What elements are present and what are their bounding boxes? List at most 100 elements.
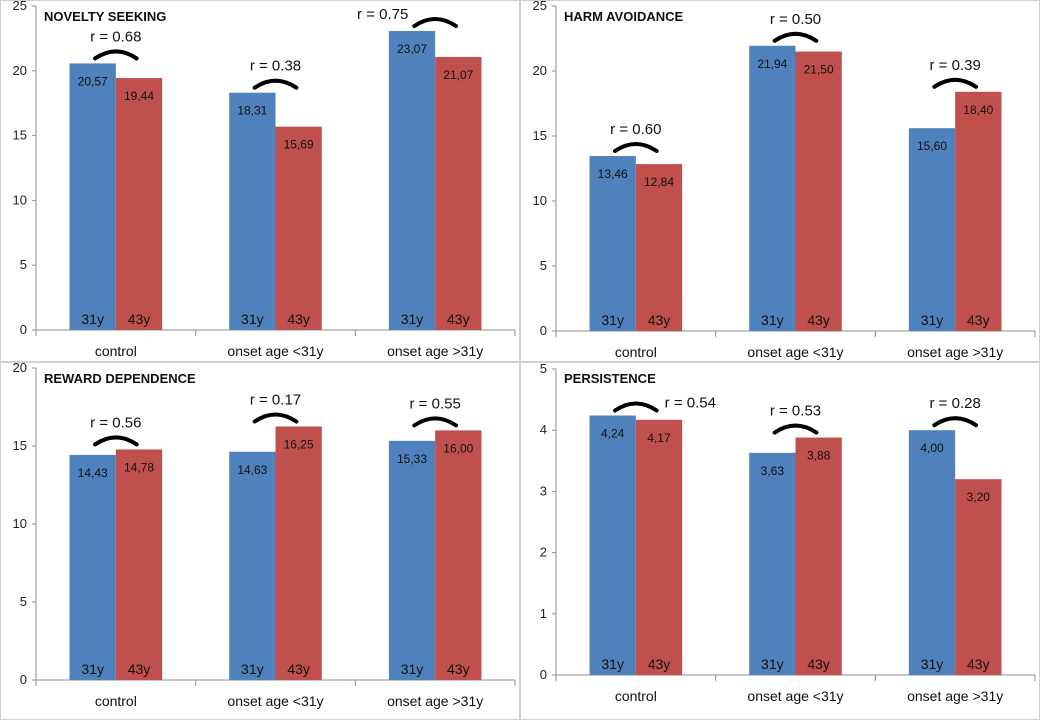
bar-43y-onset-age-31y: [435, 430, 482, 680]
y-tick-label: 4: [540, 422, 547, 437]
data-label: 20,57: [78, 74, 108, 88]
data-label: 16,25: [284, 438, 314, 452]
series-label-43y: 43y: [648, 312, 671, 328]
series-label-31y: 31y: [241, 661, 264, 677]
bar-43y-control: [115, 449, 163, 680]
bar-31y-onset-age-31y: [229, 92, 276, 331]
y-tick-label: 10: [13, 192, 27, 207]
correlation-bracket: [252, 412, 299, 424]
bar-43y-control: [635, 164, 683, 331]
x-category-label: control: [615, 688, 657, 704]
bar-43y-control: [635, 419, 683, 675]
x-category-label: onset age <31y: [227, 693, 323, 709]
bar-31y-onset-age-31y: [908, 128, 956, 331]
series-label-31y: 31y: [921, 656, 944, 672]
correlation-bracket: [772, 31, 819, 43]
correlation-bracket: [92, 435, 139, 447]
bar-43y-onset-age-31y: [795, 51, 842, 331]
y-tick-label: 0: [540, 667, 547, 682]
y-tick-label: 1: [540, 606, 547, 621]
correlation-label: r = 0.28: [930, 395, 981, 412]
data-label: 15,60: [917, 139, 947, 153]
correlation-label: r = 0.39: [930, 57, 981, 74]
data-label: 15,33: [397, 452, 427, 466]
data-label: 3,63: [761, 464, 785, 478]
data-label: 14,43: [78, 466, 108, 480]
bar-31y-onset-age-31y: [749, 452, 796, 675]
correlation-label: r = 0.53: [770, 403, 821, 420]
series-label-43y: 43y: [807, 312, 830, 328]
correlation-label: r = 0.17: [250, 392, 301, 409]
series-label-43y: 43y: [967, 312, 990, 328]
correlation-bracket: [612, 401, 659, 413]
x-category-label: onset age >31y: [387, 343, 483, 359]
bar-43y-onset-age-31y: [795, 437, 842, 675]
bar-31y-onset-age-31y: [388, 31, 436, 331]
data-label: 19,44: [124, 89, 154, 103]
y-tick-label: 25: [533, 0, 547, 13]
series-label-43y: 43y: [447, 311, 470, 327]
y-tick-label: 20: [13, 362, 27, 375]
data-label: 15,69: [284, 138, 314, 152]
bar-31y-onset-age-31y: [388, 440, 436, 680]
y-tick-label: 10: [13, 516, 27, 531]
y-tick-label: 15: [533, 128, 547, 143]
y-tick-label: 0: [20, 672, 27, 687]
series-label-31y: 31y: [921, 312, 944, 328]
reward-dependence-chart: 0 5 10 15 20 REWARD DEPENDENCE 14,43 31y 14,78 43…: [0, 362, 520, 720]
bar-31y-control: [69, 63, 116, 330]
data-label: 4,24: [601, 427, 625, 441]
chart-title: HARM AVOIDANCE: [564, 9, 683, 24]
data-label: 16,00: [443, 441, 473, 455]
data-label: 4,17: [647, 431, 671, 445]
correlation-bracket: [252, 78, 299, 90]
bar-31y-onset-age-31y: [908, 430, 956, 675]
novelty-seeking-chart: 0 5 10 15 20 25 NOVELTY SEEKING 20,57 31y 19,44 43…: [0, 0, 520, 362]
correlation-bracket: [772, 423, 819, 435]
x-category-label: control: [95, 693, 137, 709]
data-label: 23,07: [397, 42, 427, 56]
y-tick-label: 5: [540, 258, 547, 273]
y-tick-label: 15: [13, 438, 27, 453]
harm-avoidance-chart: 0 5 10 15 20 25 HARM AVOIDANCE 13,46 31y 12,84 43y…: [520, 0, 1040, 362]
data-label: 18,40: [963, 103, 993, 117]
bar-31y-control: [69, 454, 116, 680]
bar-43y-onset-age-31y: [435, 56, 482, 330]
x-category-label: onset age <31y: [227, 343, 323, 359]
bar-43y-onset-age-31y: [275, 126, 322, 331]
correlation-label: r = 0.60: [610, 121, 661, 138]
correlation-label: r = 0.50: [770, 11, 821, 28]
series-label-43y: 43y: [287, 661, 310, 677]
y-tick-label: 2: [540, 545, 547, 560]
chart-title: NOVELTY SEEKING: [44, 9, 166, 24]
x-category-label: control: [615, 344, 657, 360]
series-label-31y: 31y: [401, 661, 424, 677]
correlation-bracket: [612, 142, 659, 154]
series-label-43y: 43y: [447, 661, 470, 677]
x-category-label: onset age >31y: [907, 688, 1003, 704]
bar-31y-control: [589, 415, 636, 675]
bar-31y-onset-age-31y: [749, 45, 796, 331]
y-tick-label: 3: [540, 483, 547, 498]
correlation-label: r = 0.68: [90, 28, 141, 45]
series-label-31y: 31y: [241, 311, 264, 327]
data-label: 14,63: [237, 463, 267, 477]
correlation-bracket: [932, 77, 979, 89]
series-label-43y: 43y: [807, 656, 830, 672]
series-label-43y: 43y: [287, 311, 310, 327]
bar-31y-onset-age-31y: [229, 451, 276, 680]
correlation-label: r = 0.75: [357, 6, 408, 23]
persistence-chart: 0 1 2 3 4 5 PERSISTENCE 4,24 31y 4,17 43y r = 0.54 c…: [520, 362, 1040, 720]
correlation-bracket: [412, 416, 459, 428]
bar-43y-onset-age-31y: [955, 91, 1002, 331]
x-category-label: onset age >31y: [387, 693, 483, 709]
correlation-label: r = 0.54: [665, 395, 716, 412]
data-label: 21,07: [443, 68, 473, 82]
data-label: 21,50: [804, 63, 834, 77]
series-label-31y: 31y: [761, 312, 784, 328]
y-tick-label: 20: [13, 63, 27, 78]
bar-43y-onset-age-31y: [955, 479, 1002, 675]
y-tick-label: 20: [533, 63, 547, 78]
series-label-31y: 31y: [401, 311, 424, 327]
correlation-label: r = 0.55: [410, 395, 461, 412]
